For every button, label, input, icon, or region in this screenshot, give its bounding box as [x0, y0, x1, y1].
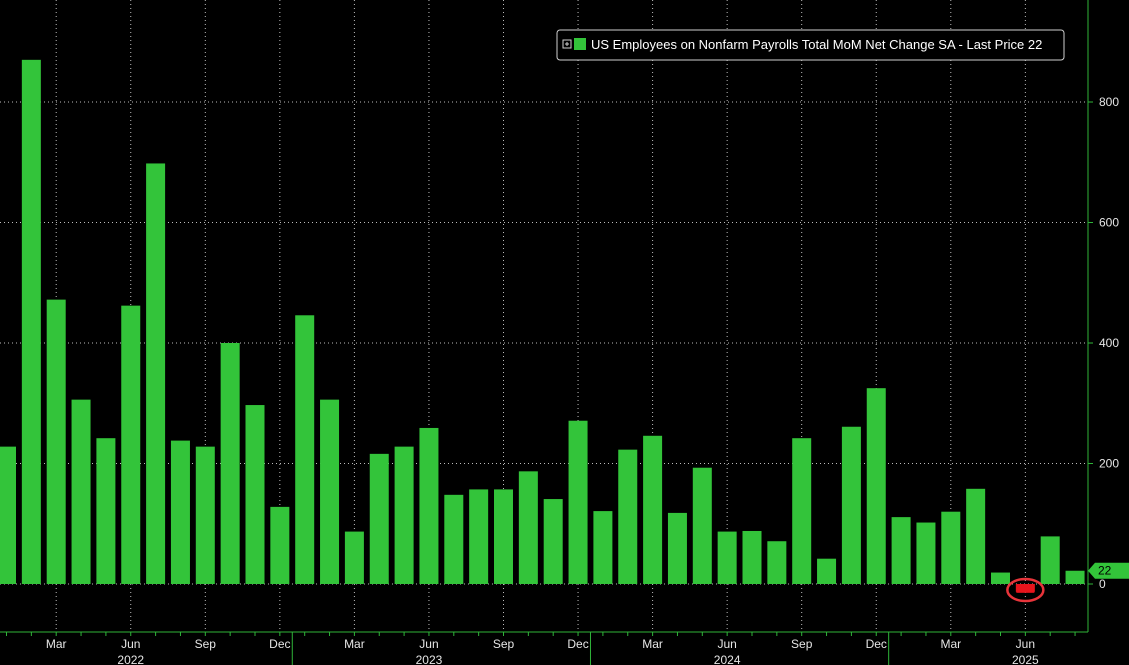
bar-layer: [0, 59, 1085, 603]
bar-2022-10: [220, 343, 240, 584]
bar-2023-09: [494, 489, 513, 584]
bar-2024-07: [742, 530, 762, 584]
legend-box: [556, 29, 1065, 61]
x-tick-label: Mar: [642, 637, 663, 651]
bar-2022-05: [96, 438, 116, 584]
x-year-label: 2024: [714, 653, 741, 665]
y-tick-label: 0: [1099, 577, 1106, 591]
bar-2023-01: [295, 315, 315, 584]
bar-2023-03: [344, 531, 364, 584]
bar-2022-04: [71, 399, 91, 584]
bar-2023-08: [469, 489, 489, 584]
bar-2023-02: [320, 399, 340, 584]
y-tick-label: 800: [1099, 95, 1119, 109]
bar-2024-08: [767, 541, 787, 584]
bar-2024-11: [841, 426, 861, 584]
bar-2024-10: [817, 558, 837, 584]
x-year-label: 2022: [117, 653, 144, 665]
x-tick-label: Sep: [791, 637, 813, 651]
x-tick-label: Sep: [195, 637, 217, 651]
bar-2023-12: [568, 420, 588, 584]
bar-2024-09: [792, 438, 812, 584]
x-year-label: 2023: [416, 653, 443, 665]
bar-2023-05: [394, 446, 414, 584]
bar-2024-06: [717, 531, 737, 584]
x-tick-label: Jun: [121, 637, 140, 651]
bar-2022-02: [21, 59, 41, 584]
bar-2025-01: [891, 517, 911, 584]
bar-2025-03: [941, 511, 961, 584]
bar-2022-12: [270, 506, 290, 584]
x-tick-label: Jun: [1016, 637, 1035, 651]
x-tick-label: Dec: [269, 637, 290, 651]
bar-2025-07: [1040, 536, 1060, 584]
legend-label: US Employees on Nonfarm Payrolls Total M…: [591, 37, 1042, 52]
bar-2024-12: [866, 388, 886, 584]
bar-2022-11: [245, 405, 265, 584]
bar-2025-02: [916, 522, 936, 584]
bar-2023-04: [369, 453, 389, 584]
bar-2024-04: [667, 512, 687, 584]
bar-2023-07: [444, 494, 464, 584]
y-tick-label: 600: [1099, 216, 1119, 230]
x-tick-label: Mar: [940, 637, 961, 651]
last-price-label: 22: [1098, 564, 1112, 578]
bar-2024-03: [643, 435, 663, 584]
x-tick-label: Jun: [717, 637, 736, 651]
last-price-marker: [1088, 562, 1129, 579]
bar-2024-05: [692, 467, 712, 584]
y-tick-label: 200: [1099, 457, 1119, 471]
bar-2022-08: [170, 440, 190, 584]
bar-2023-10: [518, 471, 538, 584]
x-tick-label: Jun: [419, 637, 438, 651]
legend-expand-icon: [562, 39, 572, 49]
x-tick-label: Sep: [493, 637, 515, 651]
bar-2024-02: [618, 449, 638, 584]
legend: US Employees on Nonfarm Payrolls Total M…: [556, 29, 1065, 61]
bar-2023-11: [543, 499, 563, 584]
bar-2022-06: [121, 305, 141, 584]
x-tick-label: Dec: [866, 637, 887, 651]
bar-2025-05: [991, 572, 1010, 584]
x-tick-label: Mar: [344, 637, 365, 651]
bar-2022-07: [146, 163, 166, 584]
bar-2022-01: [0, 446, 16, 584]
x-year-label: 2025: [1012, 653, 1039, 665]
negative-bar-highlight: [1016, 585, 1035, 593]
x-tick-label: Mar: [46, 637, 67, 651]
x-tick-label: Dec: [567, 637, 588, 651]
bar-2022-09: [195, 446, 215, 584]
legend-swatch: [574, 38, 586, 50]
bar-2024-01: [593, 511, 613, 584]
bar-2025-08: [1065, 570, 1085, 584]
bar-2023-06: [419, 427, 439, 584]
bar-2022-03: [46, 299, 66, 584]
negative-highlight-circle: [1006, 577, 1045, 603]
bar-2025-04: [966, 488, 986, 584]
y-tick-label: 400: [1099, 336, 1119, 350]
